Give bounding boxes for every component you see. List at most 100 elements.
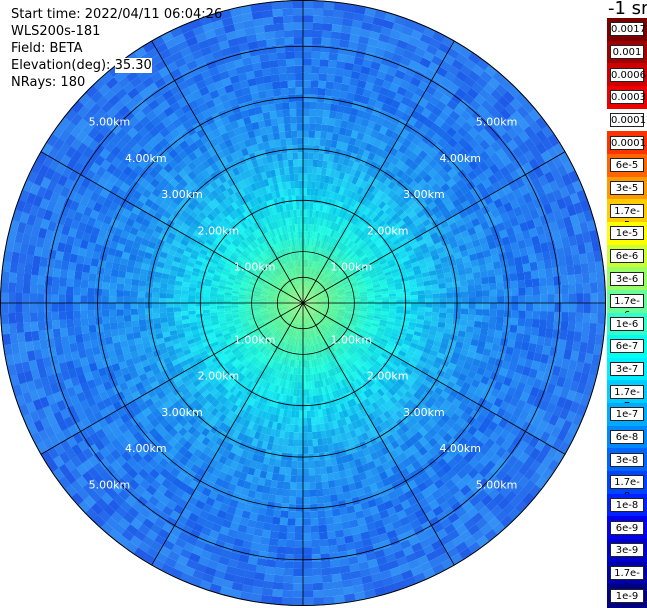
ray-gate [261,595,272,603]
ray-gate [104,330,112,338]
ray-gate [323,596,334,604]
ray-gate [102,282,110,290]
ray-gate [425,307,432,312]
ray-gate [152,298,159,303]
ray-gate [298,425,303,432]
ray-gate [295,533,303,540]
ray-gate [576,313,584,323]
ray-gate [152,303,159,308]
ray-gate [460,320,468,327]
ray-gate [73,287,81,295]
ray-gate [103,323,111,331]
ray-gate [283,489,290,497]
ray-gate [565,340,574,351]
ray-gate [181,294,188,299]
ray-gate [338,551,348,560]
ray-gate [59,311,67,320]
ray-gate [306,403,310,410]
ray-gate [109,303,116,310]
ray-gate [303,447,308,454]
ray-gate [303,440,308,447]
ray-gate [1,292,8,303]
ray-gate [160,312,168,318]
ray-gate [16,313,24,323]
ray-gate [292,454,298,461]
ray-gate [309,475,316,483]
ray-gate [260,537,270,545]
ray-gate [138,314,146,320]
ray-gate [224,300,231,303]
ray-gate [188,307,195,311]
ray-gate [403,307,410,311]
ray-gate [152,287,160,293]
ray-gate [318,525,327,533]
ray-gate [334,522,343,530]
ray-gate [73,318,81,327]
ray-gate [117,277,125,284]
ray-gate [515,333,523,342]
ray-gate [299,396,303,403]
ray-gate [533,303,540,311]
ray-gate [188,310,196,315]
ray-gate [303,497,310,504]
ray-gate [482,309,490,316]
ray-gate [303,461,309,468]
ray-gate [576,303,583,313]
ray-gate [519,303,526,311]
ray-gate [30,284,38,294]
ray-gate [111,329,119,337]
ray-gate [282,496,290,504]
ray-gate [66,278,74,287]
ray-gate [23,312,31,322]
ray-gate [475,315,483,322]
ray-gate [130,297,137,303]
ray-gate [16,283,24,293]
ray-gate [2,323,10,334]
ray-gate [308,461,314,468]
ray-gate [293,439,298,446]
ray-gate [489,316,497,323]
ray-gate [303,547,312,554]
ray-gate [66,319,74,328]
ray-gate [74,271,82,280]
ray-gate [88,273,96,281]
ray-gate [152,308,159,314]
ray-gate [307,411,311,418]
ray-gate [38,321,46,331]
ray-gate [300,389,303,396]
ray-gate [559,330,567,340]
ray-gate [54,337,62,347]
ray-gate [109,296,116,303]
ray-gate [73,303,80,311]
ray-gate [315,482,322,490]
ray-gate [73,311,81,319]
ray-gate [490,303,497,310]
ray-gate [174,311,182,316]
ray-gate [554,303,561,312]
ray-gate [303,432,308,439]
ray-gate [313,446,319,454]
ray-gate [16,273,24,284]
ray-gate [109,316,117,323]
ray-gate [66,303,73,311]
ray-gate [289,432,294,440]
ray-gate [118,328,126,336]
ray-gate [411,307,418,311]
ray-gate [552,329,560,339]
ray-gate [160,317,168,323]
ray-gate [202,303,209,307]
ray-gate [124,284,132,291]
ray-gate [217,300,224,303]
ray-gate [504,303,511,310]
ray-gate [278,474,285,482]
ray-gate [303,540,312,547]
ray-gate [295,403,299,410]
ray-gate [581,332,589,343]
ray-gate [202,306,209,310]
ray-gate [295,526,303,533]
ray-gate [269,538,278,546]
ray-gate [131,309,138,315]
ray-gate [159,308,166,313]
ray-gate [271,596,282,604]
